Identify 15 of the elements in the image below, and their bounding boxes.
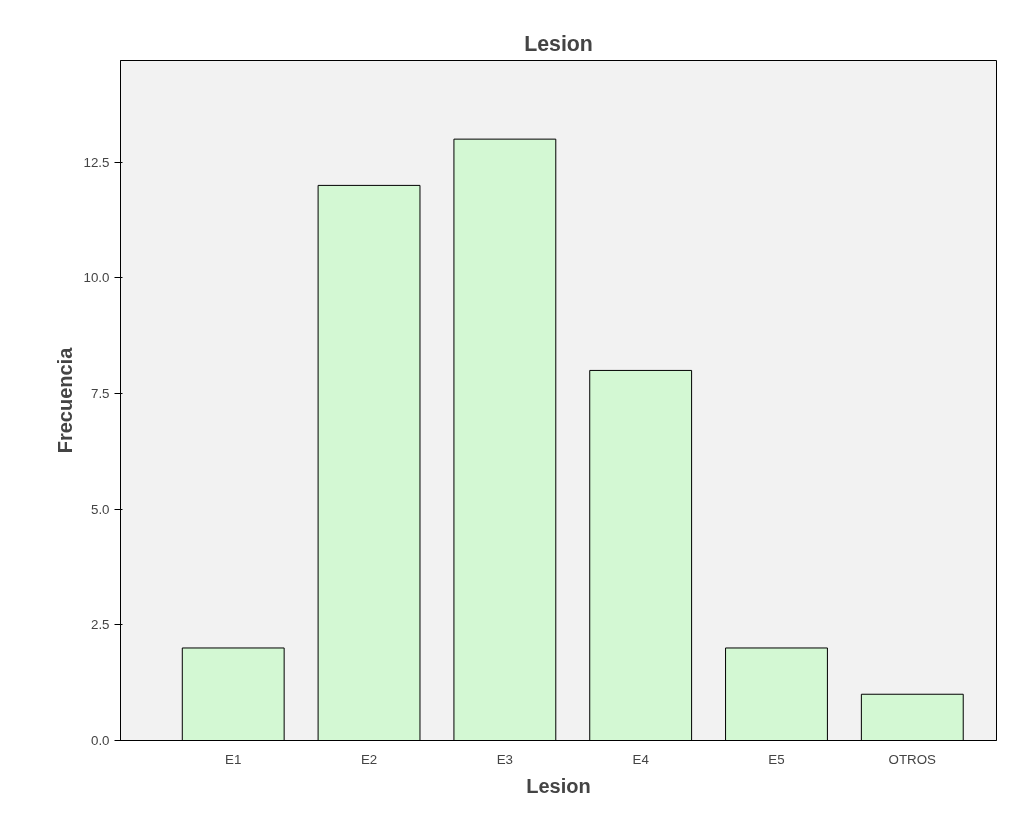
x-tick-label: E1 [225,751,242,767]
x-tick-label: E3 [496,751,514,767]
x-tick-label: E4 [632,751,650,767]
x-tick-label: E2 [360,751,378,767]
chart-title: Lesion [524,31,593,56]
y-tick-label: 5.0 [90,501,110,517]
y-tick-label: 2.5 [90,617,110,633]
y-tick-label: 10.0 [83,270,110,286]
x-axis-title: Lesion [526,774,591,797]
x-tick-label: E5 [768,751,785,767]
y-tick-label: 12.5 [83,154,110,170]
y-tick-label: 7.5 [90,386,110,402]
x-tick-label: OTROS [888,751,937,767]
y-axis-title: Frecuencia [53,346,76,454]
y-tick-label: 0.0 [90,733,110,748]
